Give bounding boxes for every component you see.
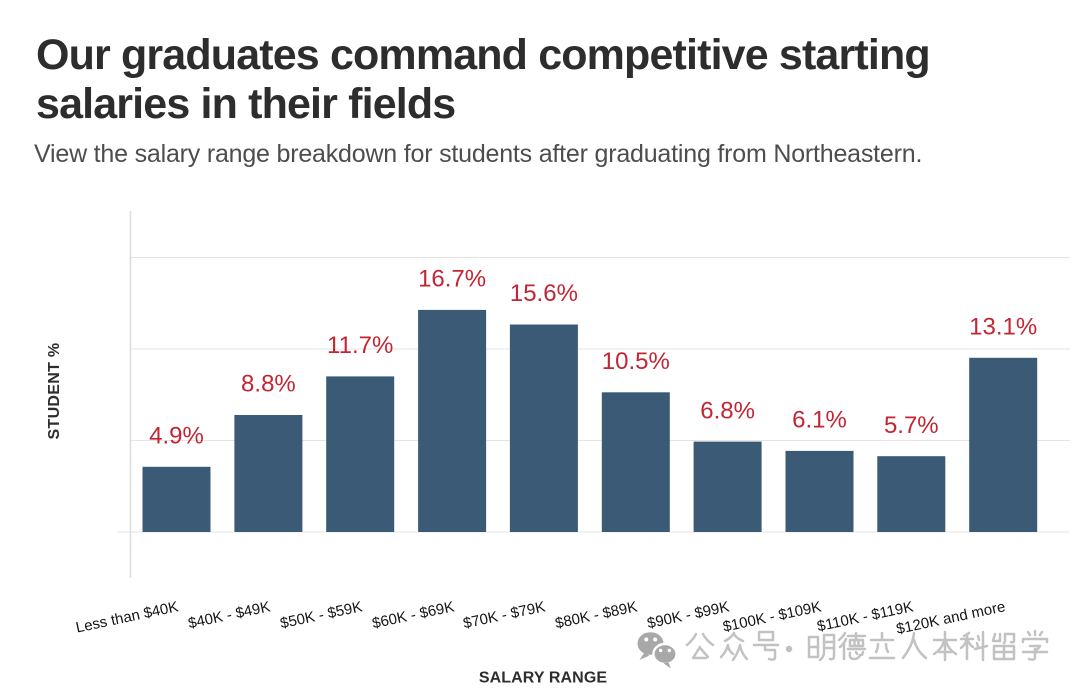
svg-text:$80K - $89K: $80K - $89K xyxy=(554,598,639,632)
svg-text:11.7%: 11.7% xyxy=(327,332,393,359)
svg-text:$40K - $49K: $40K - $49K xyxy=(187,598,272,632)
svg-text:$60K - $69K: $60K - $69K xyxy=(371,598,456,632)
svg-text:6.1%: 6.1% xyxy=(792,407,847,434)
svg-text:$90K - $99K: $90K - $99K xyxy=(646,598,731,632)
svg-text:SALARY RANGE: SALARY RANGE xyxy=(479,670,608,687)
svg-text:STUDENT %: STUDENT % xyxy=(46,343,63,440)
svg-text:Less than $40K: Less than $40K xyxy=(74,598,180,636)
svg-text:5.7%: 5.7% xyxy=(884,412,939,439)
svg-text:$70K - $79K: $70K - $79K xyxy=(462,598,547,632)
svg-text:13.1%: 13.1% xyxy=(969,314,1037,341)
svg-text:$50K - $59K: $50K - $59K xyxy=(279,598,364,632)
svg-text:6.8%: 6.8% xyxy=(700,397,755,424)
svg-text:$100K - $109K: $100K - $109K xyxy=(721,598,822,635)
svg-text:16.7%: 16.7% xyxy=(418,266,486,293)
svg-text:10.5%: 10.5% xyxy=(602,348,670,375)
svg-text:4.9%: 4.9% xyxy=(149,423,204,450)
svg-text:15.6%: 15.6% xyxy=(510,280,578,307)
svg-text:8.8%: 8.8% xyxy=(241,371,296,398)
